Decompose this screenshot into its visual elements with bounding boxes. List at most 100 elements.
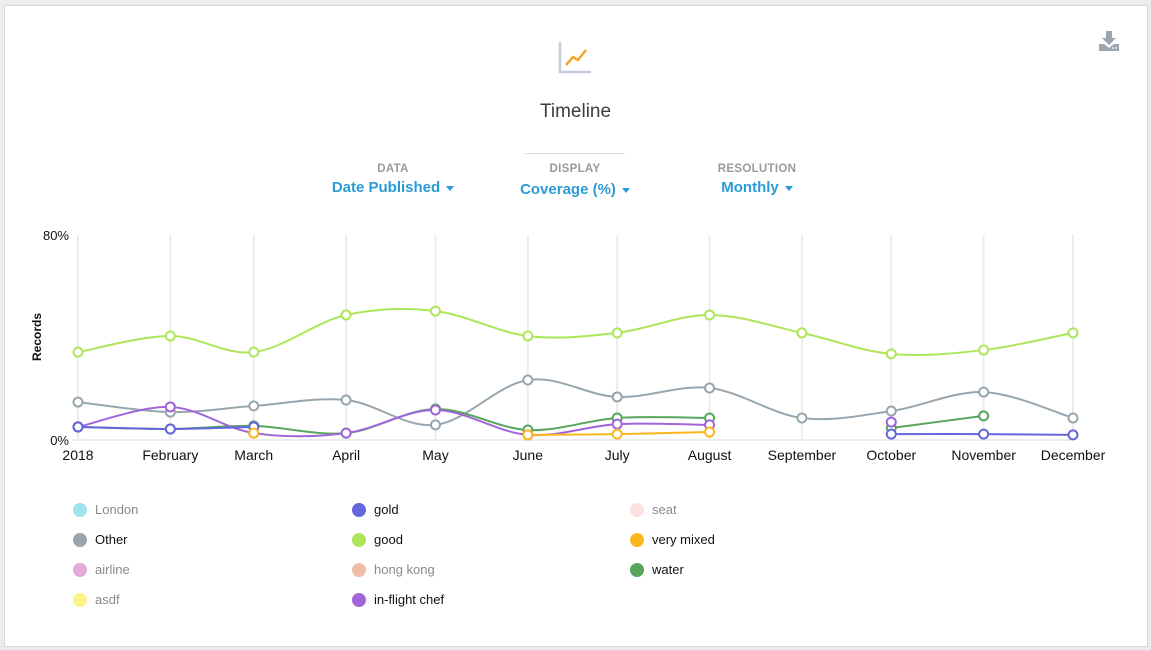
data-point[interactable] xyxy=(611,418,623,430)
x-tick-label: February xyxy=(142,447,198,463)
data-point[interactable] xyxy=(72,421,84,433)
legend-item-in-flight-chef[interactable]: in-flight chef xyxy=(352,592,444,607)
data-point[interactable] xyxy=(340,427,352,439)
caret-down-icon xyxy=(621,187,630,193)
x-tick-label: November xyxy=(951,447,1016,463)
divider xyxy=(525,153,625,154)
timeline-chart: 80% 0% Records 2018 February March April May… xyxy=(30,228,1106,463)
data-label: DATA xyxy=(377,163,409,175)
x-tick-label: July xyxy=(605,447,630,463)
legend-item-London[interactable]: London xyxy=(73,502,138,517)
data-point[interactable] xyxy=(611,327,623,339)
data-point[interactable] xyxy=(340,394,352,406)
resolution-label: RESOLUTION xyxy=(717,163,797,175)
data-point[interactable] xyxy=(885,416,897,428)
legend-label: very mixed xyxy=(652,532,715,547)
legend-label: London xyxy=(95,502,139,517)
data-point[interactable] xyxy=(429,404,441,416)
data-point[interactable] xyxy=(704,382,716,394)
legend-item-seat[interactable]: seat xyxy=(630,502,677,517)
legend-item-asdf[interactable]: asdf xyxy=(73,592,120,607)
data-point[interactable] xyxy=(611,391,623,403)
data-point[interactable] xyxy=(522,330,534,342)
data-point[interactable] xyxy=(978,386,990,398)
caret-down-icon xyxy=(446,185,455,191)
data-point[interactable] xyxy=(885,428,897,440)
legend-swatch-icon xyxy=(73,562,87,577)
data-point[interactable] xyxy=(611,428,623,440)
legend-swatch-icon xyxy=(73,532,87,547)
display-dropdown[interactable]: Coverage (%) xyxy=(475,181,675,198)
data-point[interactable] xyxy=(1067,412,1079,424)
resolution-dropdown[interactable]: Monthly xyxy=(657,179,857,196)
data-point[interactable] xyxy=(978,428,990,440)
line-chart-icon xyxy=(558,42,591,74)
data-point[interactable] xyxy=(522,374,534,386)
data-point[interactable] xyxy=(796,327,808,339)
legend-swatch-icon xyxy=(352,532,366,547)
x-tick-label: September xyxy=(768,447,837,463)
y-tick-label: 0% xyxy=(50,433,69,448)
data-point[interactable] xyxy=(72,396,84,408)
x-tick-label: May xyxy=(422,447,448,463)
legend-item-airline[interactable]: airline xyxy=(73,562,130,577)
y-axis-label: Records xyxy=(30,313,44,361)
legend-label: good xyxy=(374,532,403,547)
data-point[interactable] xyxy=(248,400,260,412)
download-icon[interactable] xyxy=(1098,30,1120,52)
legend-label: asdf xyxy=(95,592,120,607)
resolution-value: Monthly xyxy=(721,179,779,196)
data-point[interactable] xyxy=(429,305,441,317)
legend-swatch-icon xyxy=(352,562,366,577)
data-dropdown[interactable]: Date Published xyxy=(293,179,493,196)
legend-item-gold[interactable]: gold xyxy=(352,502,399,517)
data-point[interactable] xyxy=(248,346,260,358)
series-line xyxy=(77,307,1074,356)
legend-swatch-icon xyxy=(352,502,366,517)
data-point[interactable] xyxy=(340,309,352,321)
legend-label: seat xyxy=(652,502,677,517)
x-tick-label: October xyxy=(866,447,916,463)
legend-item-hong-kong[interactable]: hong kong xyxy=(352,562,435,577)
x-tick-label: June xyxy=(513,447,544,463)
data-point[interactable] xyxy=(72,346,84,358)
data-point[interactable] xyxy=(164,330,176,342)
data-point[interactable] xyxy=(248,427,260,439)
data-point[interactable] xyxy=(704,309,716,321)
display-value: Coverage (%) xyxy=(520,181,616,198)
legend-label: gold xyxy=(374,502,399,517)
x-tick-label: December xyxy=(1041,447,1106,463)
chart-title: Timeline xyxy=(539,101,612,122)
data-point[interactable] xyxy=(164,401,176,413)
data-point[interactable] xyxy=(885,405,897,417)
caret-down-icon xyxy=(784,185,793,191)
data-point[interactable] xyxy=(978,410,990,422)
legend-label: in-flight chef xyxy=(374,592,445,607)
series-line xyxy=(77,378,1074,427)
data-point[interactable] xyxy=(1067,429,1079,441)
legend-label: hong kong xyxy=(374,562,435,577)
data-value: Date Published xyxy=(331,179,441,196)
series-in-flight-chef xyxy=(72,401,897,441)
data-point[interactable] xyxy=(522,429,534,441)
legend-swatch-icon xyxy=(630,562,644,577)
data-point[interactable] xyxy=(429,419,441,431)
data-point[interactable] xyxy=(1067,327,1079,339)
legend-item-good[interactable]: good xyxy=(352,532,403,547)
legend-swatch-icon xyxy=(630,532,644,547)
legend-item-Other[interactable]: Other xyxy=(73,532,128,547)
series-line xyxy=(77,405,710,438)
data-point[interactable] xyxy=(978,344,990,356)
legend-item-water[interactable]: water xyxy=(630,562,684,577)
legend-item-very-mixed[interactable]: very mixed xyxy=(630,532,715,547)
timeline-card xyxy=(4,5,1148,647)
data-point[interactable] xyxy=(885,348,897,360)
legend-swatch-icon xyxy=(630,502,644,517)
data-point[interactable] xyxy=(796,412,808,424)
data-point[interactable] xyxy=(164,423,176,435)
x-tick-label: March xyxy=(234,447,273,463)
y-tick-label: 80% xyxy=(43,228,69,243)
resolution-control: RESOLUTION Monthly xyxy=(657,163,857,196)
display-control: DISPLAY Coverage (%) xyxy=(475,163,675,198)
data-point[interactable] xyxy=(704,426,716,438)
